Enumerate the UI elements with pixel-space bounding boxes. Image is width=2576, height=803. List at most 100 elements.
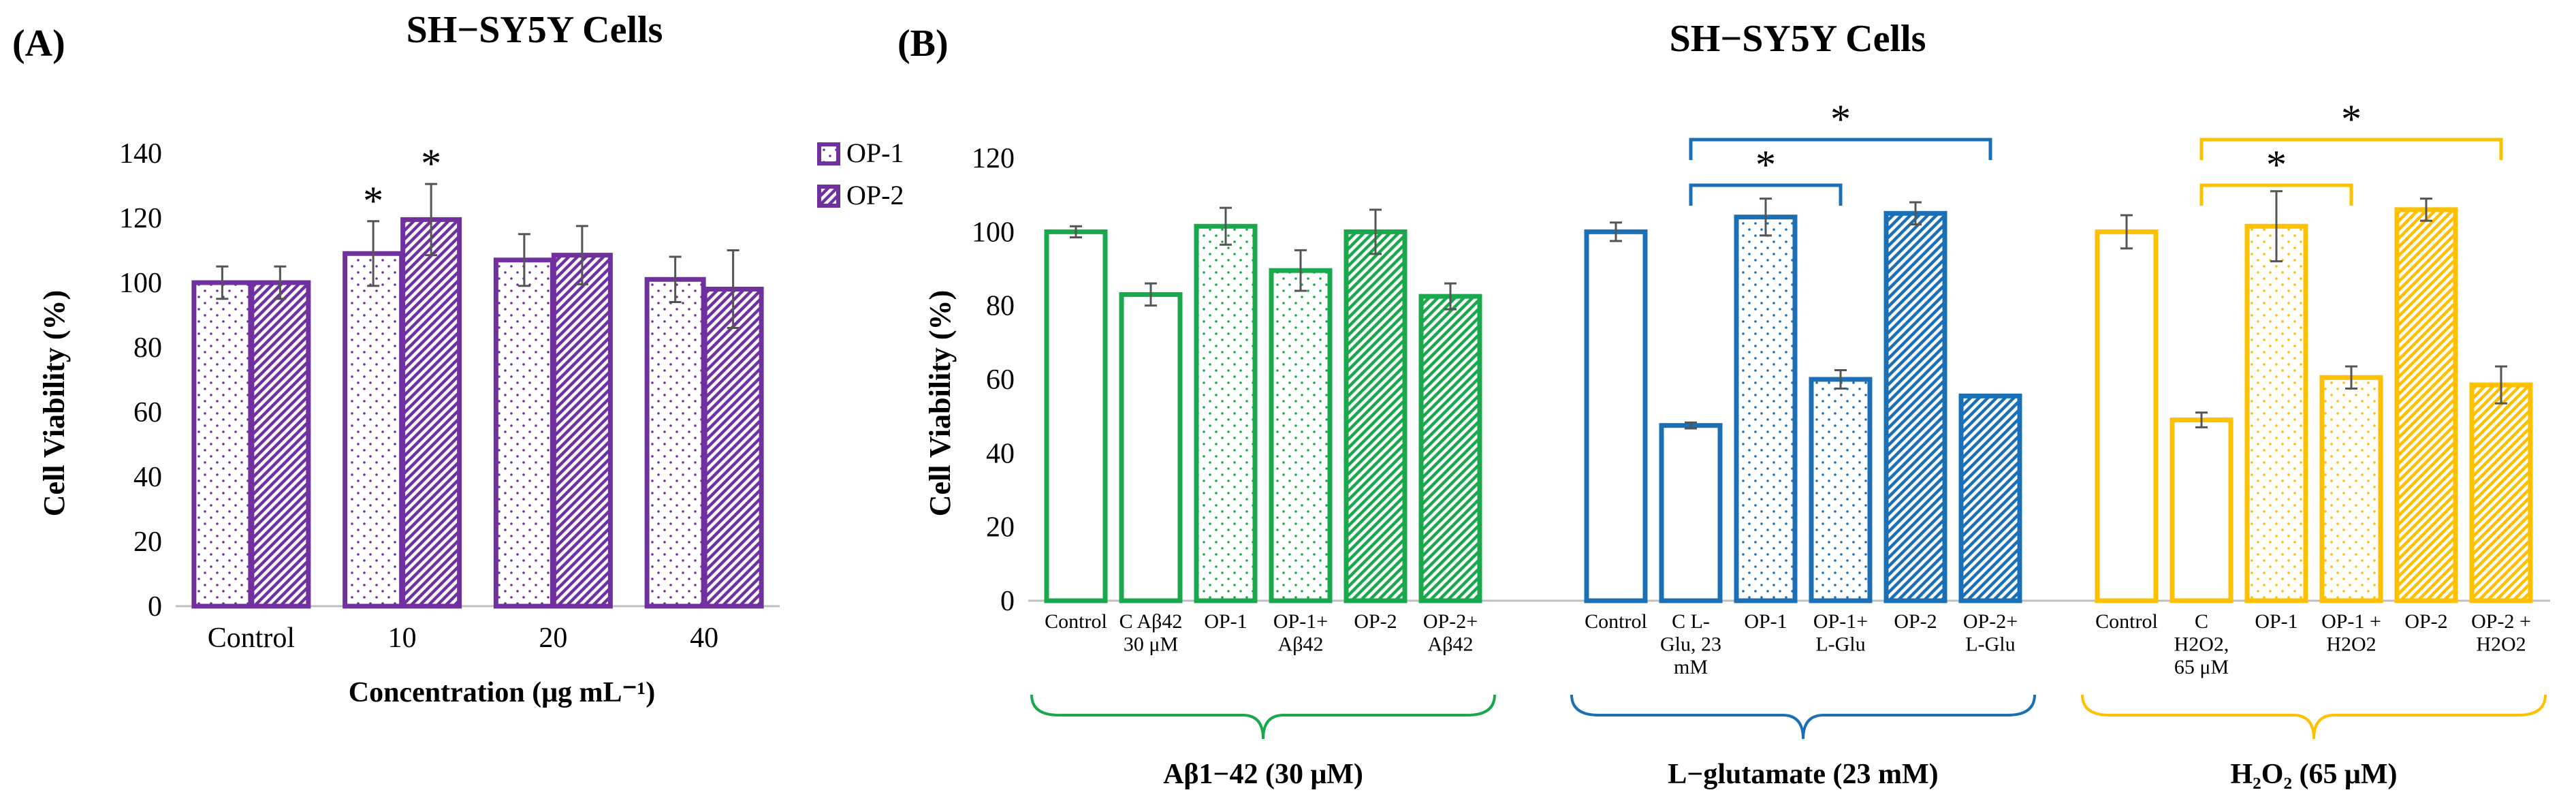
text-line: 20 <box>133 526 162 558</box>
y-tick-label: 120 <box>972 143 1015 174</box>
y-tick-label: 40 <box>986 438 1015 469</box>
bar <box>1584 229 1648 603</box>
legend-label: OP-1 <box>846 138 904 168</box>
y-tick-label: 80 <box>133 332 162 364</box>
x-tick-label: 40 <box>690 623 718 654</box>
group-brace <box>2081 694 2547 740</box>
bar-op-2 <box>702 287 764 609</box>
x-tick-label: OP-1 <box>2255 610 2297 633</box>
text-line: OP-1 <box>2255 610 2297 633</box>
y-tick-label: 60 <box>986 364 1015 396</box>
x-tick-label: 20 <box>539 623 567 654</box>
text-line: OP-1 <box>1744 610 1787 633</box>
text-line: 0 <box>148 591 162 623</box>
text-line: 10 <box>388 623 417 654</box>
text-line: OP-1 <box>846 138 904 168</box>
error-bar <box>1145 282 1157 307</box>
text-line: 100 <box>972 217 1015 248</box>
text-line: * <box>2341 97 2362 142</box>
bar <box>1418 294 1482 603</box>
x-tick-label: OP-2+ Aβ42 <box>1423 610 1478 656</box>
significance-bracket <box>2199 183 2353 206</box>
error-bar <box>1610 221 1622 242</box>
x-tick-label: OP-1 + H2O2 <box>2321 610 2381 656</box>
significance-bracket <box>2199 138 2503 160</box>
text-line: L−glutamate (23 mM) <box>1668 759 1938 790</box>
bar <box>1044 229 1108 603</box>
text-line: Control <box>208 623 295 654</box>
error-bar <box>1220 206 1232 246</box>
text-line: OP-2 + <box>2471 610 2531 633</box>
error-bar <box>1909 201 1922 225</box>
panel-a-plot: 0 20 40 60 80 100 120 140 Control 10 20 40 * * <box>119 138 780 654</box>
bar <box>1194 223 1258 603</box>
x-tick-label: C L-Glu, 23 mM <box>1660 610 1721 678</box>
error-bar <box>216 265 229 300</box>
y-tick-label: 100 <box>119 268 162 299</box>
x-tick-label: OP-1+ Aβ42 <box>1273 610 1328 656</box>
panel-b-y-axis-label: Cell Viability (%) <box>923 290 957 516</box>
text-line: 140 <box>119 138 162 170</box>
group-label: L−glutamate (23 mM) <box>1668 759 1938 790</box>
text-line: OP-2 <box>846 180 904 210</box>
bar-op-2 <box>249 280 311 609</box>
error-bar <box>575 225 588 285</box>
bar-op-1 <box>343 251 404 609</box>
panel-a-legend: OP-1 OP-2 <box>817 138 904 210</box>
significance-star: * <box>363 178 383 223</box>
error-bar <box>1294 249 1307 292</box>
legend-swatch <box>817 185 840 208</box>
text-line: OP-1 <box>1204 610 1247 633</box>
text-line: Glu, 23 <box>1660 633 1721 656</box>
bar <box>2469 382 2533 603</box>
text-line: C <box>2195 610 2208 633</box>
legend-swatch <box>817 142 840 166</box>
bar <box>1809 377 1873 603</box>
group-brace <box>1570 694 2036 740</box>
bar <box>1269 268 1333 603</box>
panel-a-x-axis-label: Concentration (μg mL⁻¹) <box>349 677 656 708</box>
error-bar <box>2195 411 2208 428</box>
error-bar <box>2420 198 2432 222</box>
bar <box>2319 375 2383 603</box>
bar <box>1119 292 1183 603</box>
group-label: H₂O₂ (65 μM) <box>2231 759 2398 790</box>
y-tick-label: 140 <box>119 138 162 170</box>
legend-label: OP-2 <box>846 180 904 210</box>
significance-bracket <box>1689 138 1992 160</box>
y-tick-label: 20 <box>133 526 162 558</box>
error-bar <box>2270 190 2283 263</box>
bar-op-1 <box>493 257 555 609</box>
significance-star: * <box>1755 142 1776 187</box>
bar-op-2 <box>551 253 613 609</box>
error-bar <box>1685 421 1697 430</box>
error-bar <box>425 183 438 257</box>
x-tick-label: OP-1 <box>1744 610 1787 633</box>
text-line: 40 <box>986 438 1015 469</box>
text-line: L-Glu <box>1965 633 2015 656</box>
text-line: C L- <box>1672 610 1710 633</box>
error-bar <box>2120 214 2133 250</box>
text-line: L-Glu <box>1815 633 1865 656</box>
text-line: 0 <box>1000 586 1015 617</box>
text-line: 20 <box>986 512 1015 544</box>
text-line: 40 <box>690 623 718 654</box>
error-bar <box>274 265 287 300</box>
x-tick-label: OP-2 + H2O2 <box>2471 610 2531 656</box>
y-tick-label: 80 <box>986 291 1015 322</box>
text-line: OP-2 <box>1354 610 1397 633</box>
text-line: * <box>421 141 441 186</box>
x-tick-label: C Aβ42 30 μM <box>1119 610 1183 656</box>
text-line: 65 μM <box>2174 656 2229 678</box>
x-tick-label: Control <box>208 623 295 654</box>
text-line: * <box>363 178 383 223</box>
text-line: C Aβ42 <box>1119 610 1183 633</box>
x-tick-label: OP-2 <box>2404 610 2447 633</box>
panel-a-y-axis-label: Cell Viability (%) <box>37 290 71 516</box>
bar <box>2095 229 2159 603</box>
bar <box>1343 229 1408 603</box>
panel-b-title: SH−SY5Y Cells <box>1670 18 1926 60</box>
bar <box>2244 223 2308 603</box>
